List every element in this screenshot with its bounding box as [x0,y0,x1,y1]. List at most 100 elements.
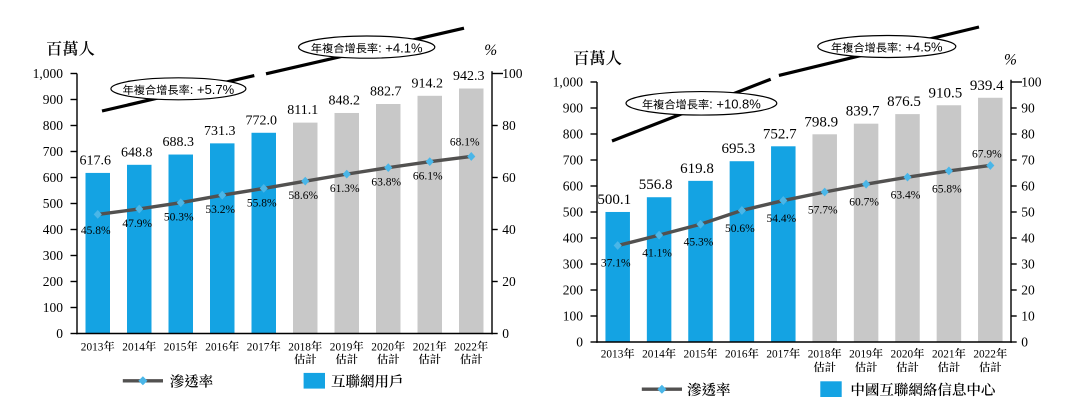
svg-text:939.4: 939.4 [970,78,1004,94]
svg-text:: +4.5%: : +4.5% [898,40,943,55]
svg-text:500: 500 [563,205,584,220]
svg-text:900: 900 [43,92,64,107]
svg-text:300: 300 [563,257,584,272]
svg-text:600: 600 [563,179,584,194]
svg-text:0: 0 [1021,335,1028,350]
svg-text:: +10.8%: : +10.8% [709,97,761,112]
svg-text:10: 10 [1021,309,1035,324]
svg-text:47.9%: 47.9% [122,218,152,230]
svg-text:2016: 2016 [725,349,748,361]
svg-text:300: 300 [43,248,64,263]
svg-text:2022: 2022 [454,341,477,353]
svg-text:200: 200 [563,283,584,298]
svg-text:2018: 2018 [808,349,831,361]
svg-text:876.5: 876.5 [887,94,921,110]
svg-text:2016: 2016 [205,341,228,353]
svg-text:839.7: 839.7 [846,104,880,120]
svg-text:61.3%: 61.3% [330,183,360,195]
svg-text:731.3: 731.3 [204,124,236,139]
svg-text:2015: 2015 [164,341,187,353]
svg-text:60: 60 [1021,179,1035,194]
svg-text:2021: 2021 [932,349,955,361]
svg-text:40: 40 [502,222,516,237]
svg-text:811.1: 811.1 [287,103,318,118]
svg-text:800: 800 [43,118,64,133]
svg-text:700: 700 [563,153,584,168]
svg-text:37.1%: 37.1% [601,257,631,269]
svg-text:619.8: 619.8 [680,161,714,177]
svg-text:: +4.1%: : +4.1% [378,40,423,55]
svg-text:2021: 2021 [413,341,436,353]
svg-text:695.3: 695.3 [722,141,756,157]
svg-text:2020: 2020 [371,341,394,353]
svg-text:70: 70 [1021,153,1035,168]
svg-text:2013: 2013 [601,349,624,361]
svg-text:40: 40 [1021,231,1035,246]
svg-text:41.1%: 41.1% [642,248,672,260]
svg-text:80: 80 [1021,127,1035,142]
svg-text:200: 200 [43,274,64,289]
svg-text:500: 500 [43,196,64,211]
svg-text:45.3%: 45.3% [684,237,714,249]
svg-text:617.6: 617.6 [80,153,112,168]
svg-text:80: 80 [502,118,516,133]
svg-text:0: 0 [56,326,63,341]
svg-text:2022: 2022 [973,349,996,361]
svg-text:66.1%: 66.1% [413,171,443,183]
svg-text:100: 100 [1021,75,1042,90]
svg-text:%: % [1004,51,1017,68]
svg-text:20: 20 [1021,283,1035,298]
svg-text:63.4%: 63.4% [891,190,921,202]
svg-text:60.7%: 60.7% [849,197,879,209]
svg-text:0: 0 [576,335,583,350]
svg-text:648.8: 648.8 [121,145,153,160]
svg-text:914.2: 914.2 [412,76,444,91]
svg-text:54.4%: 54.4% [766,213,796,225]
svg-text:55.8%: 55.8% [247,197,277,209]
svg-text:942.3: 942.3 [453,69,485,84]
svg-text:67.9%: 67.9% [972,148,1002,160]
svg-text:556.8: 556.8 [639,177,673,193]
svg-text:500.1: 500.1 [597,192,631,208]
svg-text:68.1%: 68.1% [450,136,480,148]
svg-text:2018: 2018 [288,341,311,353]
svg-text:30: 30 [1021,257,1035,272]
svg-text:2017: 2017 [766,349,789,361]
svg-text:100: 100 [502,66,523,81]
svg-text:2015: 2015 [684,349,707,361]
svg-text:45.8%: 45.8% [81,225,111,237]
svg-text:58.6%: 58.6% [288,190,318,202]
svg-text:60: 60 [502,170,516,185]
svg-text:2014: 2014 [642,349,665,361]
svg-text:2019: 2019 [849,349,872,361]
svg-text:700: 700 [43,144,64,159]
svg-text:848.2: 848.2 [329,93,361,108]
svg-text:752.7: 752.7 [763,126,797,142]
svg-text:800: 800 [563,127,584,142]
svg-text:882.7: 882.7 [370,85,402,100]
svg-text:2013: 2013 [81,341,104,353]
svg-text:63.8%: 63.8% [371,177,401,189]
svg-text:2019: 2019 [330,341,353,353]
svg-text:2014: 2014 [122,341,145,353]
svg-text:600: 600 [43,170,64,185]
svg-text:90: 90 [1021,101,1035,116]
svg-text:798.9: 798.9 [804,114,838,130]
svg-text:: +5.7%: : +5.7% [190,82,235,97]
svg-text:53.2%: 53.2% [205,204,235,216]
svg-text:1,000: 1,000 [33,66,64,81]
svg-text:900: 900 [563,101,584,116]
svg-text:2017: 2017 [247,341,270,353]
svg-text:910.5: 910.5 [929,85,963,101]
svg-text:50.6%: 50.6% [725,223,755,235]
svg-text:20: 20 [502,274,516,289]
svg-text:%: % [484,42,497,59]
svg-text:1,000: 1,000 [553,75,584,90]
svg-text:772.0: 772.0 [246,113,278,128]
svg-text:0: 0 [502,326,509,341]
svg-text:50.3%: 50.3% [164,212,194,224]
svg-text:100: 100 [43,300,64,315]
svg-text:50: 50 [1021,205,1035,220]
svg-text:400: 400 [563,231,584,246]
svg-text:100: 100 [563,309,584,324]
